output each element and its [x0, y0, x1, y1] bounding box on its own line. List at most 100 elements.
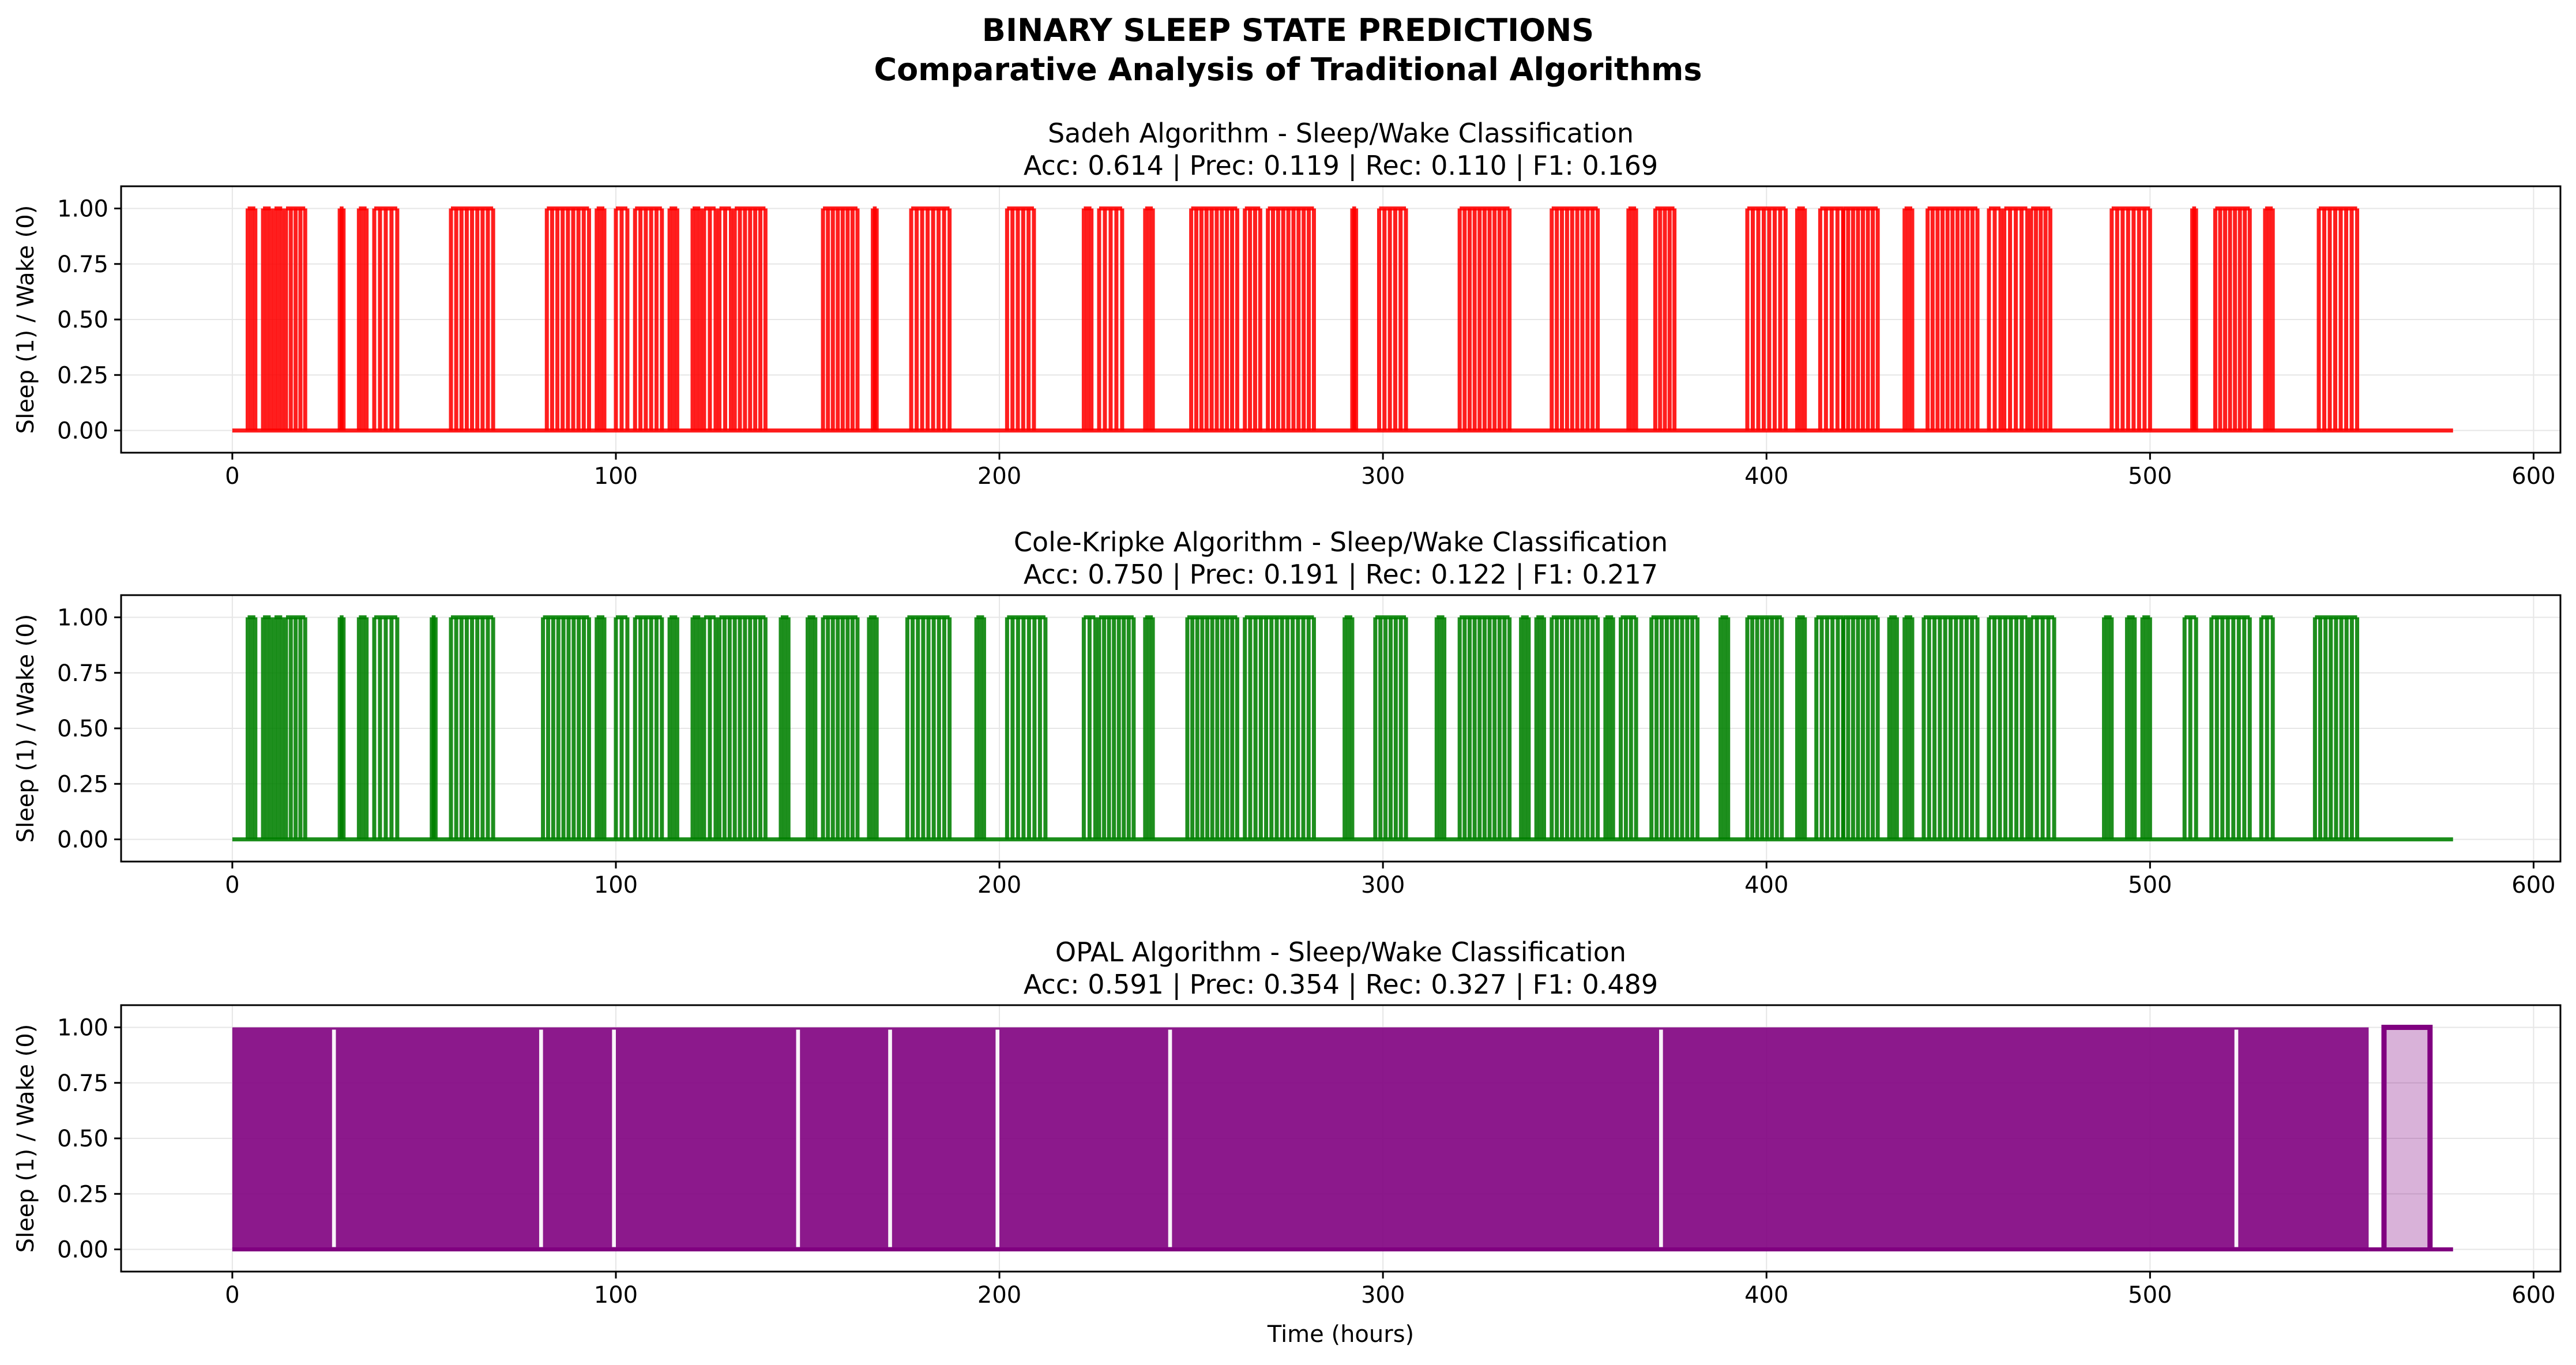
- y-axis-label: Sleep (1) / Wake (0): [13, 614, 39, 843]
- sleep-segment: [430, 615, 438, 840]
- panel-metrics: Acc: 0.750 | Prec: 0.191 | Rec: 0.122 | …: [1024, 559, 1658, 591]
- wake-gap: [332, 1029, 336, 1247]
- sleep-segment: [1921, 615, 1980, 840]
- x-tick-label: 400: [1744, 463, 1788, 490]
- y-tick-label: 0.75: [57, 251, 108, 278]
- wake-gap: [995, 1029, 1000, 1247]
- sleep-segment: [1619, 615, 1638, 840]
- shaded-block: [2384, 1027, 2430, 1250]
- x-tick-label: 500: [2128, 1282, 2172, 1308]
- sleep-segment: [614, 206, 630, 431]
- sleep-segment: [2263, 206, 2275, 431]
- panel-metrics: Acc: 0.591 | Prec: 0.354 | Rec: 0.327 | …: [1024, 969, 1658, 1001]
- sleep-segment: [905, 615, 952, 840]
- x-axis-label: Time (hours): [1267, 1321, 1414, 1348]
- sleep-segment: [245, 206, 258, 431]
- sleep-segment: [261, 615, 273, 840]
- sleep-segment: [871, 206, 879, 431]
- sleep-segment: [690, 615, 702, 840]
- sleep-segment: [356, 206, 369, 431]
- sleep-segment: [2109, 206, 2152, 431]
- sleep-segment: [372, 615, 400, 840]
- x-tick-label: 500: [2128, 872, 2172, 898]
- sleep-segment: [544, 206, 591, 431]
- x-tick-label: 0: [225, 872, 239, 898]
- sleep-segment: [667, 615, 679, 840]
- sleep-segment: [1745, 206, 1788, 431]
- x-tick-label: 400: [1744, 1282, 1788, 1308]
- sleep-segment: [2002, 206, 2030, 431]
- sleep-segment: [1626, 206, 1638, 431]
- sleep-segment: [779, 615, 791, 840]
- sleep-segment: [1189, 206, 1239, 431]
- sleep-segment: [1457, 615, 1512, 840]
- sleep-segment: [690, 206, 702, 431]
- sleep-segment: [284, 206, 307, 431]
- sleep-segment: [2312, 615, 2359, 840]
- x-tick-label: 200: [977, 1282, 1021, 1308]
- x-tick-label: 0: [225, 463, 239, 490]
- y-axis-label: Sleep (1) / Wake (0): [13, 1024, 39, 1253]
- sleep-segment: [1243, 206, 1262, 431]
- sleep-segment: [1887, 615, 1899, 840]
- sleep-segment: [1745, 615, 1784, 840]
- sleep-segment: [1649, 615, 1700, 840]
- figure-subtitle: Comparative Analysis of Traditional Algo…: [874, 51, 1702, 88]
- panel-title: Sadeh Algorithm - Sleep/Wake Classificat…: [1048, 118, 1634, 149]
- x-tick-label: 100: [594, 463, 638, 490]
- sleep-segment: [272, 206, 284, 431]
- sleep-segment: [1987, 615, 2030, 840]
- sleep-segment: [1653, 206, 1677, 431]
- x-tick-label: 300: [1361, 1282, 1405, 1308]
- y-tick-label: 0.75: [57, 660, 108, 687]
- sleep-segment: [261, 206, 273, 431]
- sleep-segment: [2316, 206, 2359, 431]
- sleep-segment: [595, 206, 607, 431]
- sleep-segment: [717, 615, 768, 840]
- sleep-segment: [1795, 615, 1807, 840]
- sleep-segment: [2102, 615, 2114, 840]
- sleep-segment: [702, 615, 718, 840]
- y-tick-label: 0.25: [57, 1181, 108, 1208]
- sleep-segment: [633, 615, 664, 840]
- y-tick-label: 0.50: [57, 1126, 108, 1152]
- sleep-segment: [1434, 615, 1447, 840]
- sleep-segment: [595, 615, 607, 840]
- figure-title: BINARY SLEEP STATE PREDICTIONS: [981, 12, 1595, 48]
- y-tick-label: 0.50: [57, 307, 108, 333]
- sleep-segment: [1841, 615, 1880, 840]
- sleep-segment: [1005, 615, 1048, 840]
- wake-gap: [796, 1029, 800, 1247]
- wake-gap: [888, 1029, 892, 1247]
- sleep-segment: [1185, 615, 1239, 840]
- sleep-segment: [867, 615, 879, 840]
- sleep-segment: [2140, 615, 2152, 840]
- sleep-segment: [667, 206, 679, 431]
- sleep-segment: [1519, 615, 1531, 840]
- dense-sleep-block: [232, 1027, 2369, 1250]
- sleep-segment: [2213, 206, 2252, 431]
- sleep-segment: [1350, 206, 1359, 431]
- sleep-segment: [1603, 615, 1615, 840]
- sleep-segment: [2190, 206, 2198, 431]
- sleep-segment: [821, 206, 860, 431]
- x-tick-label: 400: [1744, 872, 1788, 898]
- chart-panel-1: Sadeh Algorithm - Sleep/Wake Classificat…: [13, 118, 2562, 490]
- sleep-segment: [1457, 206, 1512, 431]
- y-tick-label: 0.75: [57, 1070, 108, 1097]
- sleep-segment: [717, 206, 733, 431]
- sleep-segment: [2029, 615, 2056, 840]
- sleep-segment: [1266, 206, 1316, 431]
- panel-title: Cole-Kripke Algorithm - Sleep/Wake Class…: [1014, 527, 1668, 558]
- wake-gap: [2234, 1029, 2239, 1247]
- sleep-segment: [1534, 615, 1546, 840]
- sleep-segment: [1342, 615, 1355, 840]
- x-tick-label: 600: [2511, 872, 2555, 898]
- sleep-segment: [702, 206, 718, 431]
- sleep-segment: [541, 615, 591, 840]
- sleep-segment: [2124, 615, 2137, 840]
- y-tick-label: 1.00: [57, 196, 108, 223]
- sleep-segment: [1902, 206, 1915, 431]
